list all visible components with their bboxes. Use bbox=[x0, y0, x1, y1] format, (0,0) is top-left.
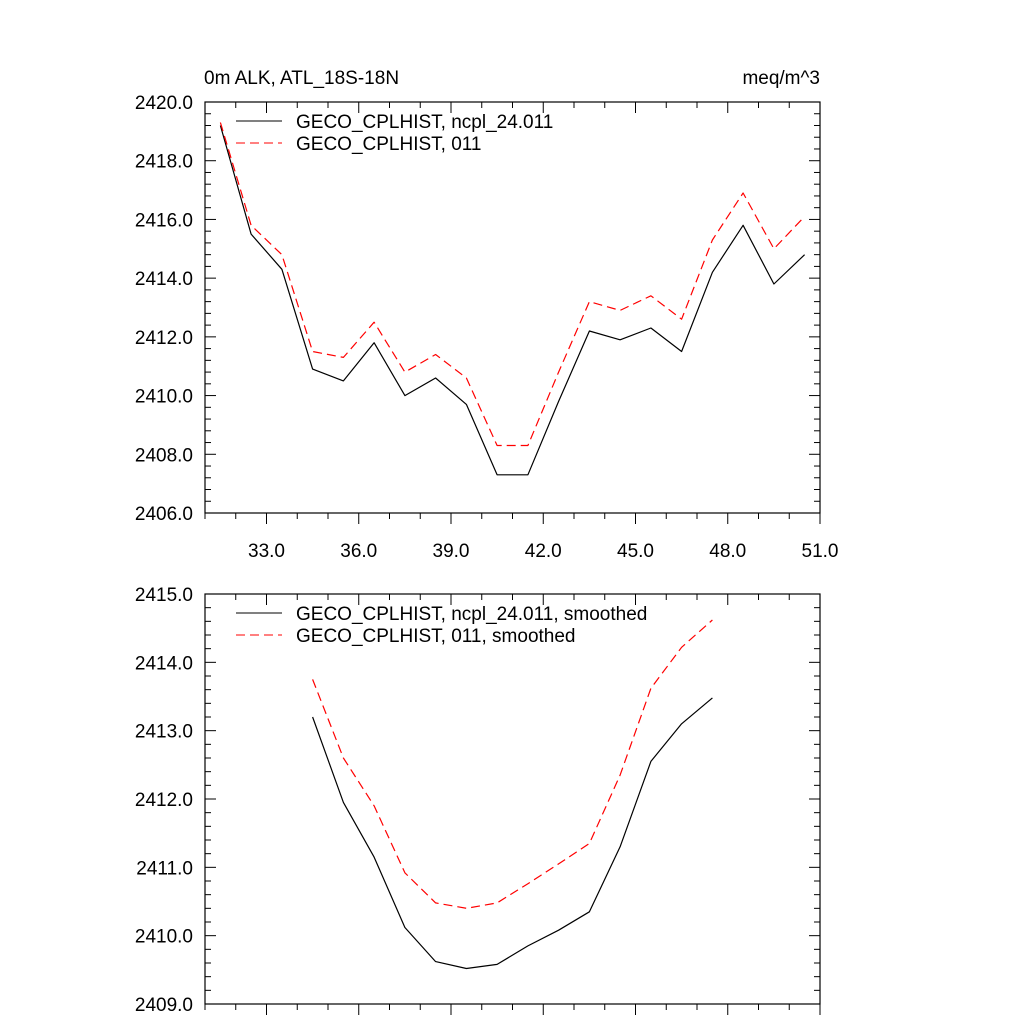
y-tick-label: 2409.0 bbox=[135, 995, 193, 1016]
y-tick-label: 2406.0 bbox=[135, 504, 193, 525]
bottom-plot-frame bbox=[204, 593, 821, 1005]
top-series-lines bbox=[219, 122, 806, 476]
bottom-legend-label-1: GECO_CPLHIST, ncpl_24.011, smoothed bbox=[296, 604, 647, 625]
y-tick-label: 2412.0 bbox=[135, 328, 193, 349]
top-axis-tick-labels: 2406.0 2408.0 2410.0 2412.0 2414.0 2416.0 2418… bbox=[135, 93, 839, 562]
y-tick-label: 2420.0 bbox=[135, 93, 193, 114]
bottom-legend-label-2: GECO_CPLHIST, 011, smoothed bbox=[296, 626, 576, 647]
x-tick-label: 48.0 bbox=[709, 541, 746, 562]
y-tick-label: 2412.0 bbox=[135, 790, 193, 811]
x-tick-label: 51.0 bbox=[802, 541, 839, 562]
x-tick-label: 36.0 bbox=[340, 541, 377, 562]
bottom-axis-ticks bbox=[204, 593, 821, 1015]
y-tick-label: 2410.0 bbox=[135, 927, 193, 948]
bottom-axis-tick-labels: 2409.0 2410.0 2411.0 2412.0 2413.0 2414.0 2415… bbox=[135, 585, 193, 1016]
series-line-1 bbox=[312, 697, 713, 970]
y-tick-label: 2416.0 bbox=[135, 210, 193, 231]
y-tick-label: 2415.0 bbox=[135, 585, 193, 606]
top-panel: 0m ALK, ATL_18S-18N meq/m^3 2406.0 2408.0… bbox=[135, 68, 839, 562]
top-plot-frame bbox=[204, 101, 821, 514]
top-chart-units: meq/m^3 bbox=[742, 68, 820, 89]
top-legend: GECO_CPLHIST, ncpl_24.011 GECO_CPLHIST, … bbox=[236, 112, 553, 155]
y-tick-label: 2414.0 bbox=[135, 269, 193, 290]
bottom-series-lines bbox=[312, 619, 713, 970]
series-line-2 bbox=[312, 619, 713, 909]
x-tick-label: 33.0 bbox=[248, 541, 285, 562]
x-tick-label: 39.0 bbox=[433, 541, 470, 562]
y-tick-label: 2410.0 bbox=[135, 387, 193, 408]
top-chart-title: 0m ALK, ATL_18S-18N bbox=[204, 68, 399, 89]
y-tick-label: 2418.0 bbox=[135, 152, 193, 173]
x-tick-label: 45.0 bbox=[617, 541, 654, 562]
series-line-1 bbox=[219, 125, 806, 476]
y-tick-label: 2413.0 bbox=[135, 722, 193, 743]
series-line-2 bbox=[219, 122, 806, 447]
top-legend-label-2: GECO_CPLHIST, 011 bbox=[296, 134, 482, 155]
y-tick-label: 2414.0 bbox=[135, 653, 193, 674]
bottom-legend: GECO_CPLHIST, ncpl_24.011, smoothed GECO… bbox=[236, 604, 647, 647]
bottom-panel: 2409.0 2410.0 2411.0 2412.0 2413.0 2414.0 2415… bbox=[135, 585, 821, 1016]
top-legend-label-1: GECO_CPLHIST, ncpl_24.011 bbox=[296, 112, 553, 133]
y-tick-label: 2411.0 bbox=[136, 858, 193, 879]
top-axis-ticks bbox=[204, 101, 821, 524]
x-tick-label: 42.0 bbox=[525, 541, 562, 562]
y-tick-label: 2408.0 bbox=[135, 445, 193, 466]
